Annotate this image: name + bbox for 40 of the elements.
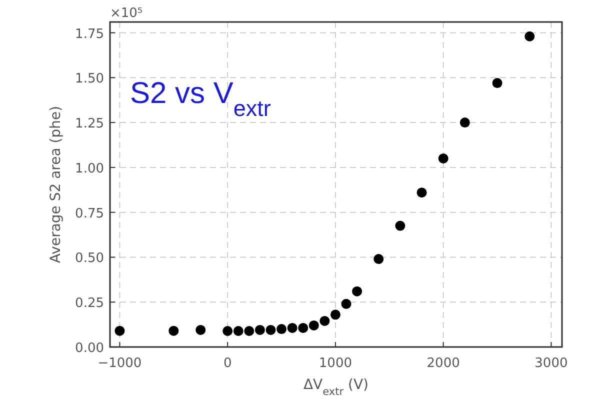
y-tick-label: 0.25	[75, 296, 104, 312]
point	[114, 326, 125, 336]
y-tick-label: 0.00	[75, 341, 104, 356]
y-tick-label: 1.50	[75, 72, 104, 87]
point	[287, 322, 298, 333]
point	[492, 78, 502, 88]
y-tick-label: 1.75	[75, 26, 104, 42]
point	[222, 326, 233, 336]
point	[438, 153, 448, 164]
text: ×10⁵	[110, 6, 143, 21]
point	[460, 118, 470, 128]
point	[320, 316, 330, 326]
y-tick-label: 1.25	[75, 116, 104, 132]
point	[416, 188, 427, 198]
point	[308, 320, 319, 330]
point	[330, 310, 340, 320]
x-tick-label: 2000	[426, 356, 460, 371]
x-tick-label: 3000	[534, 356, 568, 371]
point	[196, 324, 206, 335]
y-tick-label: 0.75	[75, 206, 104, 222]
point	[298, 322, 308, 333]
point	[244, 326, 254, 336]
point	[524, 31, 535, 42]
x-tick-label: 1000	[318, 356, 352, 371]
point	[374, 254, 384, 264]
y-tick-label: 0.50	[75, 251, 104, 266]
point	[266, 324, 276, 335]
y-tick-label: 1.00	[75, 161, 104, 176]
point	[233, 326, 244, 336]
point	[254, 324, 265, 335]
point	[395, 220, 406, 231]
y-axis-title: Average S2 area (phe)	[48, 106, 64, 264]
point	[341, 298, 352, 309]
x-axis-title: ΔV$_{extr}$ (V)	[303, 377, 369, 398]
x-tick-label: 0	[223, 356, 232, 371]
point	[276, 324, 287, 334]
point	[168, 326, 179, 336]
point	[352, 286, 362, 296]
annotation: S2 vs V$_{extr}$	[130, 77, 272, 120]
x-tick-label: −1000	[98, 356, 142, 371]
